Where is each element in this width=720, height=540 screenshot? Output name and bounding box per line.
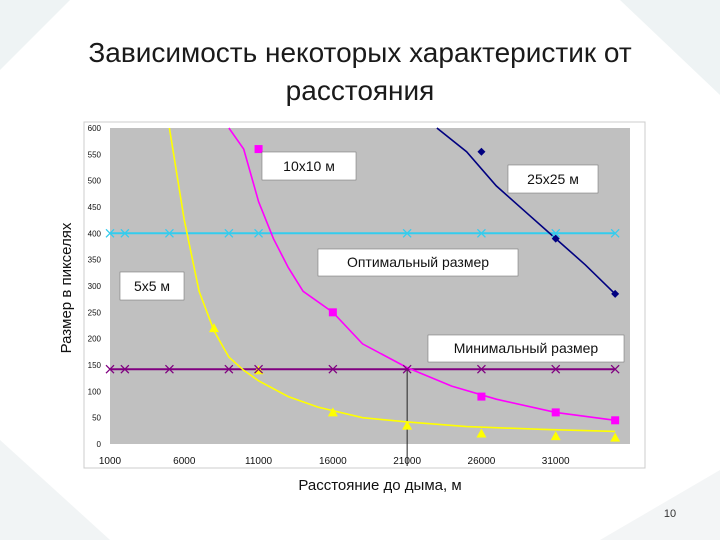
- data-point: [328, 308, 337, 317]
- y-tick-label: 0: [97, 440, 102, 449]
- y-tick-label: 400: [88, 229, 102, 238]
- data-point: [254, 364, 264, 374]
- data-point: [477, 147, 486, 156]
- marker-layer: [105, 145, 621, 442]
- data-point: [254, 145, 263, 154]
- y-tick-label: 600: [88, 124, 102, 133]
- y-tick-label: 350: [88, 256, 102, 265]
- data-point: [611, 416, 620, 425]
- x-tick-label: 11000: [245, 456, 273, 467]
- y-tick-label: 50: [92, 414, 101, 423]
- data-point: [164, 228, 174, 238]
- data-point: [551, 364, 561, 374]
- series-line: [168, 127, 616, 433]
- x-axis-title: Расстояние до дыма, м: [298, 477, 461, 494]
- callout-optimal: Оптимальный размер: [317, 248, 519, 277]
- callout-10x10-label: 10x10 м: [283, 158, 335, 174]
- data-point: [402, 364, 412, 374]
- callout-minimal: Минимальный размер: [427, 334, 625, 363]
- data-point: [402, 420, 413, 430]
- data-point: [476, 428, 487, 438]
- axes: 0 50 100 150 200 250 300 350 400 450 500 550 600 1000…: [88, 124, 570, 467]
- data-point: [224, 364, 234, 374]
- callout-25x25: 25x25 м: [507, 164, 599, 194]
- data-point: [254, 228, 264, 238]
- series-layer: [110, 127, 616, 433]
- data-point: [105, 364, 115, 374]
- x-tick-label: 1000: [99, 456, 122, 467]
- callout-5x5: 5x5 м: [119, 271, 185, 301]
- slide-title: Зависимость некоторых характеристик от р…: [88, 37, 632, 106]
- data-point: [327, 407, 338, 417]
- x-tick-label: 26000: [468, 456, 496, 467]
- data-point: [551, 228, 561, 238]
- y-tick-label: 250: [88, 308, 102, 317]
- y-tick-label: 150: [88, 361, 102, 370]
- data-point: [551, 234, 560, 243]
- y-tick-label: 300: [88, 282, 102, 291]
- y-axis-title: Размер в пикселях: [58, 222, 75, 353]
- y-tick-label: 500: [88, 177, 102, 186]
- x-tick-label: 16000: [319, 456, 347, 467]
- data-point: [120, 228, 130, 238]
- data-point: [476, 364, 486, 374]
- y-tick-label: 550: [88, 150, 102, 159]
- data-point: [610, 432, 621, 442]
- data-point: [224, 228, 234, 238]
- data-point: [209, 323, 219, 333]
- x-tick-label: 31000: [542, 456, 570, 467]
- callout-25x25-label: 25x25 м: [527, 171, 579, 187]
- series-line: [436, 127, 616, 295]
- y-tick-label: 450: [88, 203, 102, 212]
- data-point: [610, 364, 620, 374]
- data-point: [164, 364, 174, 374]
- data-point: [611, 289, 620, 298]
- y-tick-label: 100: [88, 387, 102, 396]
- slide-number: 10: [663, 508, 677, 520]
- data-point: [120, 364, 130, 374]
- callout-minimal-label: Минимальный размер: [454, 340, 599, 356]
- data-point: [551, 408, 560, 417]
- callout-5x5-label: 5x5 м: [134, 278, 170, 294]
- data-point: [610, 228, 620, 238]
- callout-10x10: 10x10 м: [261, 151, 357, 181]
- data-point: [105, 228, 115, 238]
- x-tick-label: 6000: [173, 456, 196, 467]
- data-point: [550, 431, 561, 441]
- data-point: [328, 364, 338, 374]
- data-point: [476, 228, 486, 238]
- y-tick-label: 200: [88, 335, 102, 344]
- data-point: [402, 228, 412, 238]
- data-point: [477, 392, 486, 401]
- callout-optimal-label: Оптимальный размер: [347, 254, 489, 270]
